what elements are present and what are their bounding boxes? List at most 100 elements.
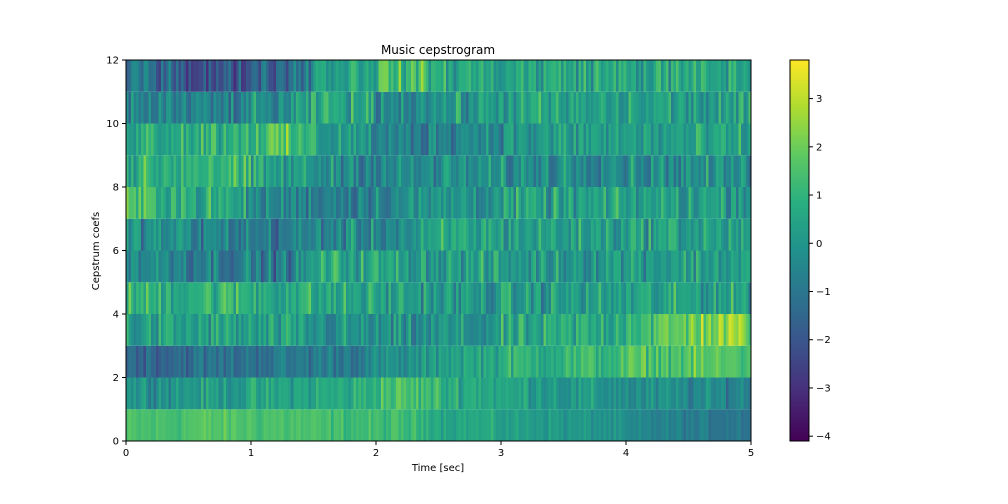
heatmap-cell — [561, 377, 564, 410]
heatmap-cell — [321, 218, 324, 251]
heatmap-cell — [261, 250, 264, 283]
heatmap-cell — [578, 345, 582, 378]
heatmap-cell — [291, 123, 294, 156]
heatmap-cell — [483, 218, 487, 251]
heatmap-cell — [141, 377, 144, 410]
heatmap-cell — [258, 345, 262, 378]
heatmap-cell — [476, 187, 479, 219]
heatmap-cell — [731, 377, 734, 410]
heatmap-cell — [418, 155, 422, 187]
heatmap-cell — [358, 155, 362, 187]
heatmap-cell — [276, 218, 279, 251]
heatmap-cell — [603, 377, 607, 410]
heatmap-cell — [728, 314, 732, 346]
heatmap-cell — [393, 282, 397, 314]
heatmap-cell — [486, 314, 489, 346]
heatmap-cell — [638, 250, 642, 283]
heatmap-cell — [348, 314, 352, 346]
heatmap-cell — [743, 250, 747, 283]
heatmap-cell — [618, 250, 622, 283]
heatmap-cell — [363, 377, 367, 410]
heatmap-cell — [596, 314, 599, 346]
heatmap-cell — [266, 155, 269, 187]
heatmap-cell — [401, 60, 404, 92]
heatmap-cell — [371, 314, 374, 346]
heatmap-cell — [728, 91, 732, 124]
heatmap-cell — [706, 218, 709, 251]
heatmap-cell — [356, 409, 359, 441]
heatmap-cell — [653, 187, 657, 219]
heatmap-cell — [226, 314, 229, 346]
heatmap-cell — [173, 155, 177, 187]
heatmap-cell — [303, 123, 307, 156]
heatmap-cell — [281, 314, 284, 346]
heatmap-cell — [146, 155, 149, 187]
heatmap-cell — [388, 123, 392, 156]
heatmap-cell — [633, 155, 637, 187]
heatmap-cell — [203, 314, 207, 346]
heatmap-cell — [676, 218, 679, 251]
heatmap-cell — [386, 60, 389, 92]
heatmap-cell — [353, 155, 357, 187]
heatmap-cell — [366, 123, 369, 156]
heatmap-cell — [176, 187, 179, 219]
heatmap-cell — [316, 187, 319, 219]
heatmap-cell — [558, 250, 562, 283]
heatmap-cell — [521, 409, 524, 441]
heatmap-cell — [391, 314, 394, 346]
heatmap-cell — [378, 218, 382, 251]
heatmap-cell — [276, 409, 279, 441]
heatmap-cell — [498, 282, 502, 314]
heatmap-cell — [196, 409, 199, 441]
heatmap-cell — [338, 187, 342, 219]
heatmap-cell — [623, 345, 627, 378]
heatmap-cell — [518, 409, 522, 441]
heatmap-cell — [386, 250, 389, 283]
heatmap-cell — [318, 60, 322, 92]
heatmap-cell — [441, 123, 444, 156]
heatmap-cell — [303, 409, 307, 441]
heatmap-cell — [726, 250, 729, 283]
heatmap-cell — [578, 91, 582, 124]
heatmap-cell — [173, 409, 177, 441]
heatmap-cell — [431, 409, 434, 441]
heatmap-cell — [186, 60, 189, 92]
heatmap-cell — [636, 123, 639, 156]
heatmap-cell — [633, 314, 637, 346]
heatmap-cell — [651, 123, 654, 156]
heatmap-cell — [696, 218, 699, 251]
heatmap-cell — [178, 123, 182, 156]
heatmap-cell — [183, 123, 187, 156]
heatmap-cell — [371, 345, 374, 378]
heatmap-cell — [273, 187, 277, 219]
heatmap-cell — [648, 250, 652, 283]
heatmap-cell — [726, 155, 729, 187]
heatmap-cell — [581, 187, 584, 219]
heatmap-cell — [206, 60, 209, 92]
heatmap-cell — [566, 345, 569, 378]
heatmap-cell — [298, 282, 302, 314]
heatmap-cell — [526, 409, 529, 441]
heatmap-cell — [636, 60, 639, 92]
heatmap-cell — [638, 409, 642, 441]
heatmap-cell — [528, 218, 532, 251]
heatmap-cell — [723, 187, 727, 219]
heatmap-cell — [226, 377, 229, 410]
heatmap-cell — [618, 60, 622, 92]
heatmap-cell — [556, 91, 559, 124]
heatmap-cell — [191, 345, 194, 378]
heatmap-cell — [136, 123, 139, 156]
heatmap-cell — [201, 314, 204, 346]
heatmap-cell — [708, 250, 712, 283]
heatmap-cell — [641, 314, 644, 346]
heatmap-cell — [331, 187, 334, 219]
heatmap-cell — [183, 377, 187, 410]
heatmap-cell — [478, 91, 482, 124]
heatmap-cell — [171, 345, 174, 378]
heatmap-cell — [361, 187, 364, 219]
heatmap-cell — [648, 377, 652, 410]
heatmap-cell — [553, 155, 557, 187]
heatmap-cell — [596, 345, 599, 378]
heatmap-cell — [133, 409, 137, 441]
heatmap-cell — [671, 409, 674, 441]
